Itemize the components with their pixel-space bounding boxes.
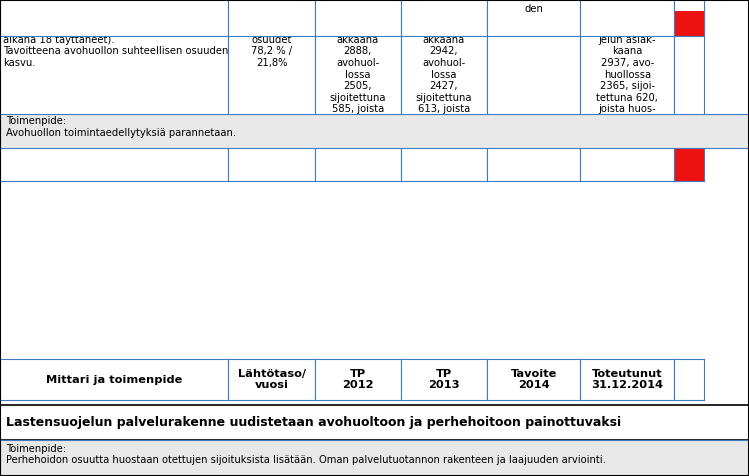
- Bar: [674, 11, 704, 36]
- Text: TP
2013: TP 2013: [428, 369, 460, 390]
- Text: TP
2012: TP 2012: [342, 369, 374, 390]
- Text: Entistä suurempi osuus lastensuojeluasiakkais-
ta tulee autetuksi avohuollon kei: Entistä suurempi osuus lastensuojeluasia…: [4, 0, 240, 68]
- Text: Toimenpide:
Avohuollon toimintaedellytyksiä parannetaan.: Toimenpide: Avohuollon toimintaedellytyk…: [6, 116, 236, 138]
- Text: 2008:
6,1 % avo-
huolto, 1,7
% sijaishuol-
to,
suhteelliset
osuudet
78,2 % /
21,: 2008: 6,1 % avo- huolto, 1,7 % sijaishuo…: [240, 0, 303, 68]
- Text: Tavoite
2014: Tavoite 2014: [511, 369, 557, 390]
- Text: Lähtötaso/
vuosi: Lähtötaso/ vuosi: [237, 369, 306, 390]
- Text: + 5 % -
yksikköä
31.12.2013
tilantee-
seen näh-
den: + 5 % - yksikköä 31.12.2013 tilantee- se…: [505, 0, 562, 14]
- Text: 8,3 %
avohuolto,
2,2 % si-
jaishuolto

Lastensuo-
jelun asiak-
kaana
2937, avo-
: 8,3 % avohuolto, 2,2 % si- jaishuolto La…: [596, 0, 658, 126]
- Text: Toimenpide:
Perhehoidon osuutta huostaan otettujen sijoituksista lisätään. Oman : Toimenpide: Perhehoidon osuutta huostaan…: [6, 444, 606, 466]
- Bar: [674, 141, 704, 181]
- Text: Mittari ja toimenpide: Mittari ja toimenpide: [46, 375, 183, 385]
- Text: Toteutunut
31.12.2014: Toteutunut 31.12.2014: [591, 369, 664, 390]
- Text: 9,0 % avo-
huolto; 2,1
% sijais-
huolto
Lastensuo-
jelun asi-
akkaana
2888,
avoh: 9,0 % avo- huolto; 2,1 % sijais- huolto …: [330, 0, 386, 138]
- Text: Lastensuojelun palvelurakenne uudistetaan avohuoltoon ja perhehoitoon painottuva: Lastensuojelun palvelurakenne uudistetaa…: [6, 416, 621, 429]
- Text: 8,7 %
avohuolto;
2,2 %
sijaishuolto
Lastensuo-
jelun asi-
akkaana
2942,
avohuol-: 8,7 % avohuolto; 2,2 % sijaishuolto Last…: [416, 0, 472, 138]
